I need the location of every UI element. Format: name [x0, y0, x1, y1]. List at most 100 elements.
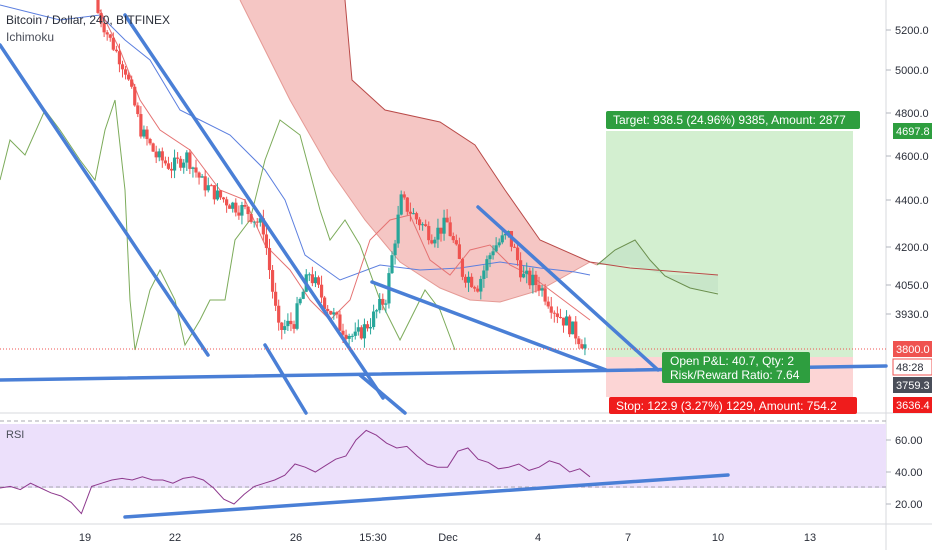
candle-body	[246, 206, 250, 215]
open-pl-text: Open P&L: 40.7, Qty: 2	[670, 354, 794, 368]
candle-body	[362, 324, 367, 339]
candle-body	[414, 213, 419, 220]
candle-body	[543, 288, 547, 302]
candle-body	[225, 199, 229, 206]
candle-body	[218, 190, 223, 198]
candle-body	[466, 276, 471, 283]
candle-body	[188, 152, 192, 169]
candle-body	[298, 298, 302, 304]
candle-body	[384, 303, 388, 305]
candle-body	[102, 23, 106, 33]
candle-body	[212, 185, 216, 200]
trendline-rsi-support[interactable]	[123, 473, 730, 519]
kijun-line	[0, 4, 591, 281]
price-tag-countdown-bg	[892, 358, 932, 376]
rsi-tick-label: 20.00	[895, 499, 923, 511]
candle-body	[169, 168, 174, 171]
senkou-span-b	[344, 0, 719, 276]
price-tag-countdown: 48:28	[896, 362, 924, 374]
trendline-channel-1-ext[interactable]	[263, 343, 308, 415]
risk-reward-text: Risk/Reward Ratio: 7.64	[670, 368, 800, 382]
trendline-channel-2[interactable]	[123, 13, 385, 400]
trendline-channel-2-ext[interactable]	[358, 373, 407, 415]
candle-body	[221, 197, 226, 200]
chikou-line	[0, 99, 456, 351]
target-label[interactable]: Target: 938.5 (24.96%) 9385, Amount: 287…	[606, 111, 860, 129]
candle-body	[503, 233, 507, 236]
candle-body	[206, 185, 210, 191]
time-tick-label: 10	[712, 532, 724, 544]
candle-body	[114, 49, 118, 52]
price-tag-entry-bg	[893, 377, 932, 393]
candle-body	[148, 138, 152, 144]
candle-body	[460, 258, 465, 277]
candle-body	[215, 190, 220, 200]
candle-body	[111, 37, 115, 50]
candle-body	[402, 194, 406, 198]
price-tag-target-bg	[893, 123, 932, 139]
candle-body	[319, 284, 324, 298]
candle-body	[356, 327, 360, 332]
candle-body	[163, 160, 167, 164]
candle-body	[494, 245, 498, 252]
open-pl-label[interactable]: Open P&L: 40.7, Qty: 2 Risk/Reward Ratio…	[662, 352, 810, 383]
candle-body	[258, 218, 262, 223]
price-tag-target: 4697.8	[896, 126, 930, 138]
candle-body	[151, 143, 155, 152]
candle-body	[136, 105, 140, 115]
rsi-axis[interactable]: 60.00 40.00 20.00	[886, 435, 923, 511]
candle-body	[261, 218, 265, 235]
stop-label-text: Stop: 122.9 (3.27%) 1229, Amount: 754.2	[616, 399, 837, 413]
candle-body	[546, 301, 550, 307]
tenkan-line	[99, 9, 591, 321]
candle-body	[500, 235, 504, 243]
candle-body	[512, 246, 517, 248]
candle-body	[249, 214, 253, 222]
candle-body	[264, 234, 269, 249]
candle-body	[561, 317, 566, 326]
candle-body	[117, 51, 122, 65]
candle-body	[381, 298, 385, 305]
time-tick-label: 13	[804, 532, 816, 544]
candle-body	[482, 270, 486, 279]
trendline-wedge-upper[interactable]	[476, 205, 660, 372]
candle-body	[267, 248, 272, 271]
price-axis[interactable]: 5200.0 5000.0 4800.0 4600.0 4400.0 4200.0 4050…	[886, 25, 929, 321]
candle-body	[142, 129, 146, 137]
candle-body	[185, 152, 189, 163]
candle-body	[172, 157, 177, 171]
trendline-wedge-lower[interactable]	[370, 280, 608, 372]
candle-body	[270, 270, 275, 292]
candle-body	[179, 158, 183, 168]
candle-body	[531, 274, 535, 286]
price-tick-label: 3930.0	[895, 309, 929, 321]
candle-body	[359, 327, 363, 339]
candle-body	[571, 321, 575, 335]
candle-body	[243, 205, 247, 207]
candle-body	[166, 163, 171, 169]
price-tags: 4697.8 3800.0 48:28 3759.3 3636.4	[892, 123, 932, 413]
price-tick-label: 5000.0	[895, 65, 929, 77]
candle-body	[323, 297, 327, 309]
price-tag-entry: 3759.3	[896, 380, 930, 392]
candle-body	[473, 287, 477, 289]
candle-body	[295, 303, 299, 329]
candle-body	[417, 219, 422, 226]
candle-body	[448, 222, 452, 237]
candle-body	[280, 322, 284, 330]
candle-body	[393, 243, 397, 256]
candle-body	[237, 212, 241, 216]
candle-body	[479, 278, 483, 292]
target-zone	[606, 131, 853, 357]
candle-body	[123, 69, 128, 75]
time-axis[interactable]: 19 22 26 15:30 Dec 4 7 10 13	[79, 532, 816, 544]
candle-body	[252, 221, 256, 223]
candle-body	[583, 344, 587, 349]
candle-body	[338, 314, 342, 331]
time-tick-label: 26	[290, 532, 302, 544]
candle-body	[329, 310, 333, 315]
candle-body	[368, 327, 373, 329]
stop-label[interactable]: Stop: 122.9 (3.27%) 1229, Amount: 754.2	[609, 397, 857, 414]
trendline-channel-1[interactable]	[0, 43, 210, 357]
